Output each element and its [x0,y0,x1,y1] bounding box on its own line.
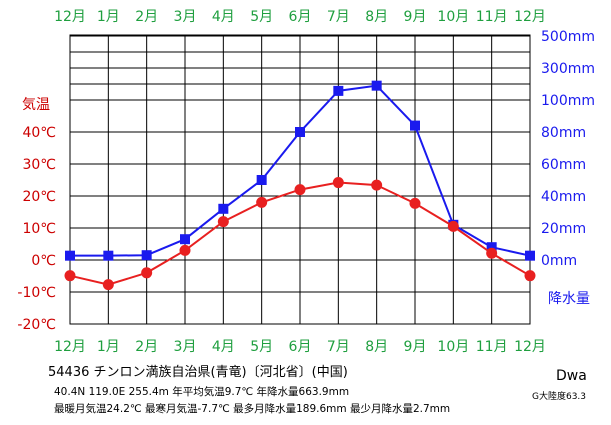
station-extremes: 最暖月気温24.2℃ 最寒月気温-7.7℃ 最多月降水量189.6mm 最少月降… [54,403,451,415]
temperature-tick-label: 40℃ [22,125,56,141]
month-label-bottom: 12月 [514,339,546,355]
month-label-top: 12月 [54,9,86,25]
temperature-tick-label: 30℃ [22,157,56,173]
precipitation-point [371,80,382,91]
month-label-bottom: 10月 [437,339,469,355]
precipitation-tick-label: 500mm [541,29,595,45]
precipitation-point [218,203,229,214]
temperature-point [409,197,421,209]
precipitation-point [410,120,420,131]
grid [69,34,531,325]
temperature-point [64,270,76,282]
climate-class: Dwa [556,368,587,384]
precipitation-tick-label: 300mm [541,61,595,77]
precipitation-tick-label: 100mm [541,93,595,109]
precipitation-tick-label: 20mm [541,221,586,237]
precipitation-point [141,250,152,261]
precipitation-tick-label: 40mm [541,189,586,205]
temperature-point [486,247,498,259]
month-label-top: 10月 [437,9,469,25]
temperature-series [64,177,536,291]
month-label-top: 7月 [327,9,350,25]
precipitation-point [295,127,305,137]
month-label-top: 6月 [289,9,312,25]
temperature-point [294,184,306,196]
precipitation-point [65,250,75,261]
month-label-bottom: 4月 [212,339,235,355]
temperature-point [371,179,383,191]
precipitation-axis-title: 降水量 [548,291,590,307]
precipitation-tick-label: 0mm [541,253,577,269]
temperature-point [447,220,459,232]
temperature-point [256,196,268,208]
month-label-top: 11月 [476,9,508,25]
precipitation-tick-label: 80mm [541,125,586,141]
top-month-labels: 12月 1月 2月 3月 4月 5月 6月 7月 8月 9月 10月 11月 12月 [54,9,546,25]
precipitation-point [103,250,114,261]
temperature-tick-label: 10℃ [22,221,56,237]
continentality-index: G大陸度63.3 [532,392,587,402]
temperature-tick-label: -20℃ [17,317,56,333]
month-label-bottom: 1月 [97,339,120,355]
station-summary: 40.4N 119.0E 255.4m 年平均気温9.7℃ 年降水量663.9m… [54,386,350,398]
month-label-bottom: 6月 [289,339,312,355]
temperature-axis-title: 気温 [22,97,50,113]
temperature-point [141,267,153,279]
station-name: 54436 チンロン満族自治県(青竜)〔河北省〕(中国) [48,365,348,380]
month-label-top: 5月 [250,9,273,25]
month-label-top: 3月 [174,9,197,25]
temperature-point [524,270,536,282]
precipitation-tick-label: 60mm [541,157,586,173]
month-label-bottom: 2月 [135,339,158,355]
month-label-top: 12月 [514,9,546,25]
temperature-point [179,244,191,256]
month-label-bottom: 8月 [365,339,388,355]
temperature-point [332,177,344,189]
temperature-tick-label: -10℃ [17,285,56,301]
month-label-top: 1月 [97,9,120,25]
bottom-month-labels: 12月 1月 2月 3月 4月 5月 6月 7月 8月 9月 10月 11月 12月 [54,339,546,355]
month-label-top: 9月 [404,9,427,25]
month-label-top: 4月 [212,9,235,25]
precipitation-point [333,85,344,96]
month-label-bottom: 9月 [404,339,427,355]
month-label-top: 2月 [135,9,158,25]
month-label-bottom: 5月 [250,339,273,355]
month-label-bottom: 12月 [54,339,86,355]
temperature-point [217,216,229,228]
temperature-axis-labels: 気温 40℃ 30℃ 20℃ 10℃ 0℃ -10℃ -20℃ [17,97,56,333]
precipitation-point [180,234,190,245]
month-label-bottom: 3月 [174,339,197,355]
precipitation-axis-labels: 降水量 500mm 300mm 100mm 80mm 60mm 40mm 20mm 0mm [541,29,595,307]
precipitation-point [486,242,497,253]
temperature-tick-label: 0℃ [31,253,56,269]
month-label-bottom: 7月 [327,339,350,355]
month-label-bottom: 11月 [476,339,508,355]
temperature-tick-label: 20℃ [22,189,56,205]
precipitation-point [256,175,267,185]
temperature-point [102,279,114,291]
precipitation-point [525,250,535,261]
month-label-top: 8月 [365,9,388,25]
